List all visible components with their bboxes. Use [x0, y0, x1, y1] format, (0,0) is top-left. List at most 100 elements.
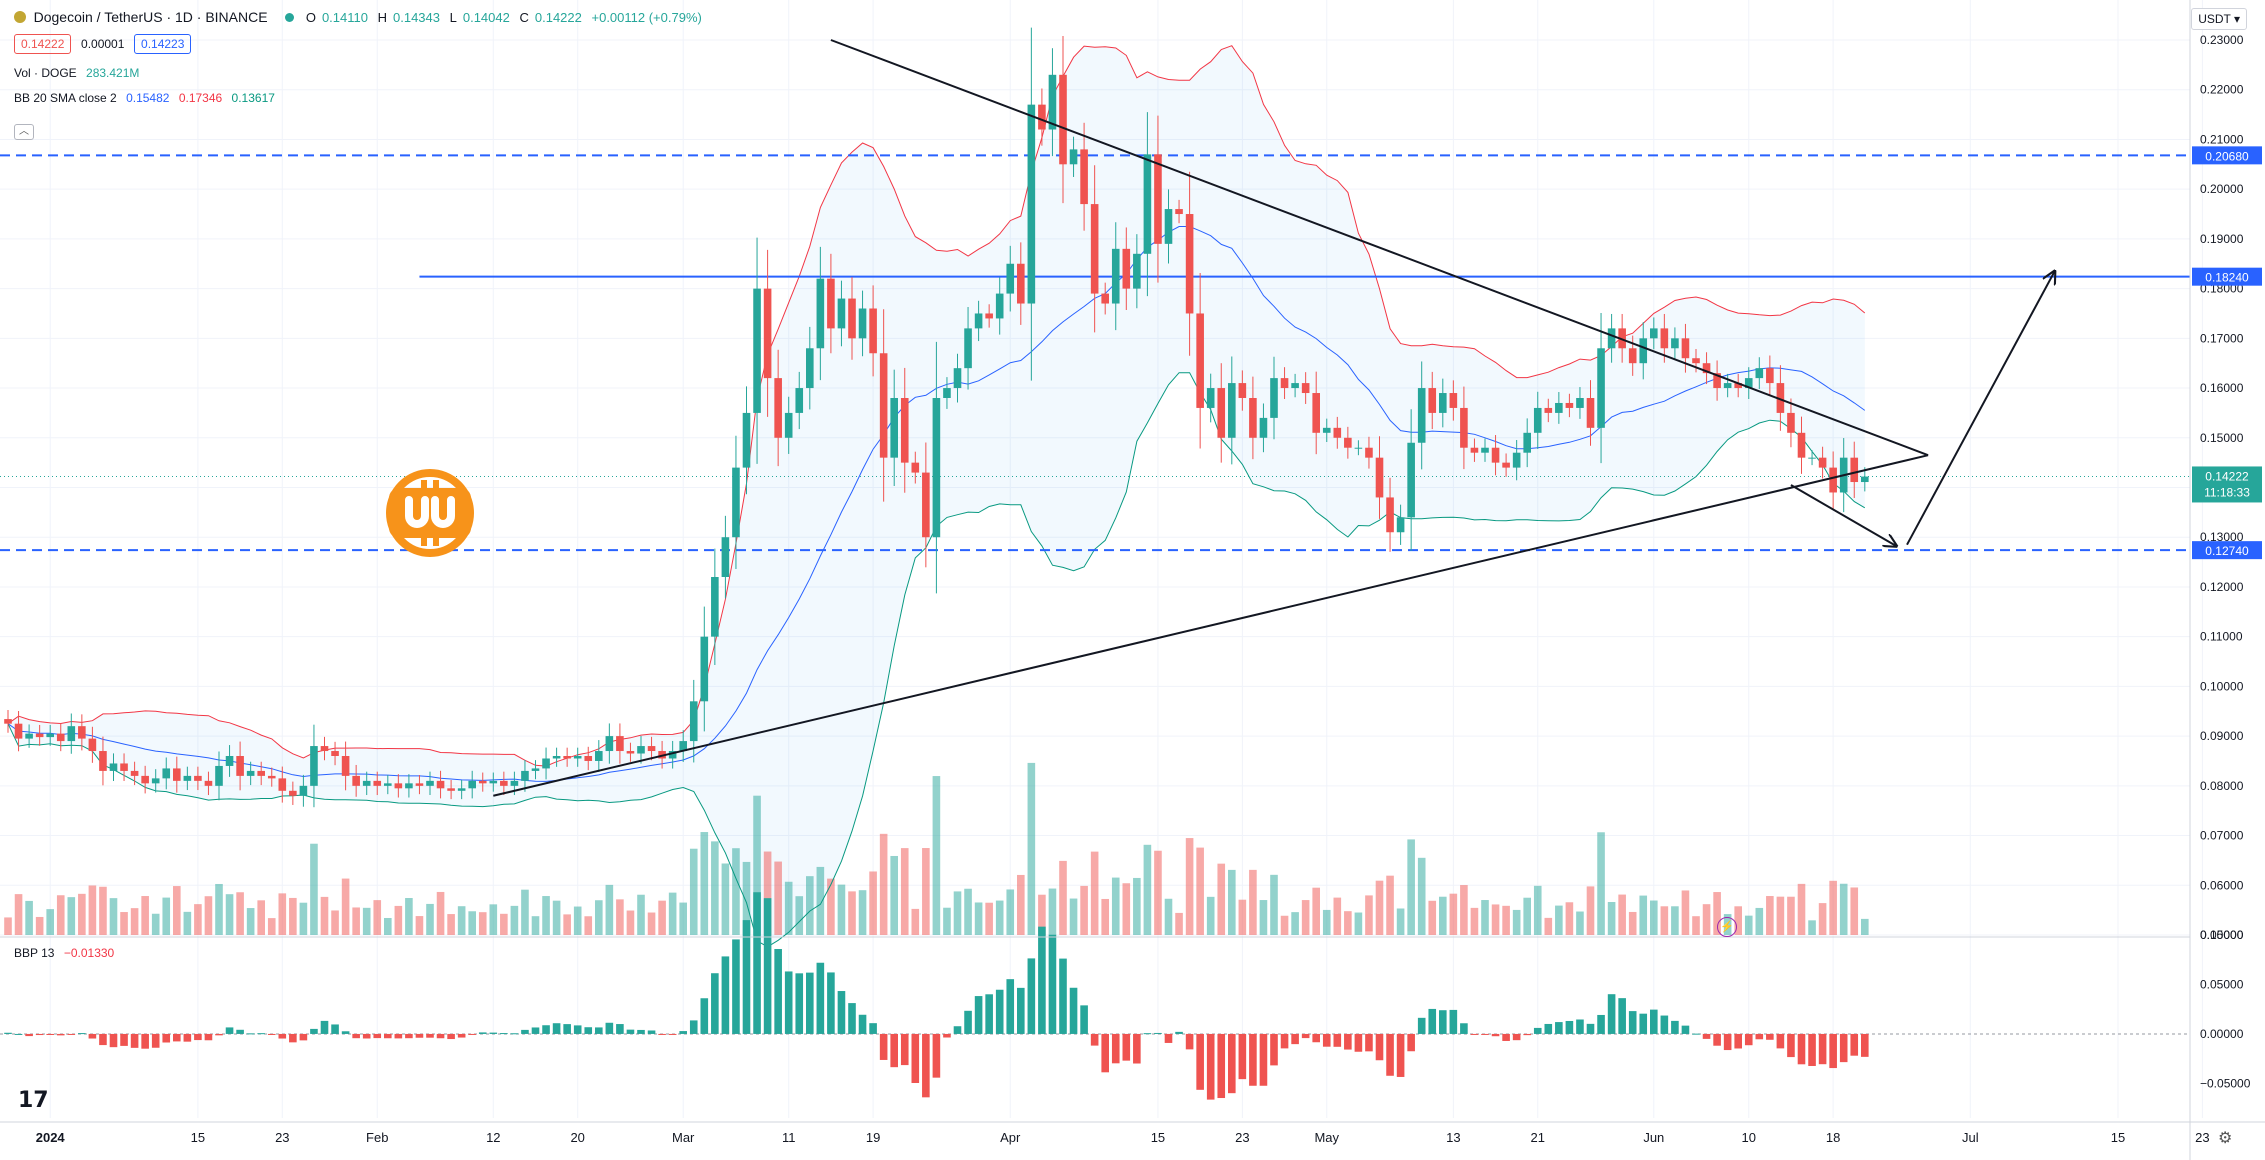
symbol-title[interactable]: Dogecoin / TetherUS · 1D · BINANCE [33, 9, 268, 25]
bbp-bar [162, 1033, 171, 1043]
lightning-icon[interactable]: ⚡ [1717, 917, 1737, 937]
bbp-bar [1439, 1010, 1447, 1034]
bbp-bar [879, 1033, 888, 1060]
candle-body [795, 388, 804, 413]
bbp-bar [246, 1033, 255, 1035]
volume-bar [1481, 900, 1489, 935]
bbp-bar [1850, 1033, 1859, 1056]
volume-bar [320, 896, 329, 935]
legend-collapse[interactable]: ︿ [14, 122, 40, 140]
volume-bar [468, 911, 476, 935]
candle-body [67, 726, 76, 742]
bbp-bar [1818, 1033, 1827, 1065]
candle-body [932, 398, 941, 538]
volume-bar [225, 894, 234, 935]
bb-legend[interactable]: BB 20 SMA close 2 0.15482 0.17346 0.1361… [14, 91, 281, 105]
volume-bar [1650, 900, 1658, 935]
candle-body [1354, 447, 1363, 449]
bbp-bar [478, 1032, 487, 1034]
bbp-bar [1354, 1033, 1363, 1052]
candle-body [1660, 328, 1669, 349]
candle-body [1312, 393, 1320, 433]
chevron-up-icon[interactable]: ︿ [14, 124, 34, 140]
bbp-bar [278, 1033, 287, 1039]
x-tick-label: 12 [486, 1130, 500, 1145]
volume-bar [341, 878, 350, 935]
bbp-bar [573, 1025, 582, 1034]
volume-bar [246, 908, 255, 935]
candle-body [1449, 393, 1458, 408]
volume-bar [1059, 860, 1067, 935]
y-tick-label: 0.12000 [2200, 580, 2244, 594]
volume-bar [1175, 912, 1183, 935]
volume-bar [1692, 916, 1700, 935]
candle-body [953, 368, 962, 389]
bb-upper-value: 0.17346 [178, 91, 223, 105]
bbp-bar [531, 1027, 540, 1034]
volume-legend[interactable]: Vol · DOGE 283.421M [14, 66, 145, 80]
bbp-bar [436, 1033, 445, 1039]
tradingview-logo-icon[interactable]: 17 [18, 1088, 49, 1113]
y-tick-label: 0.09000 [2200, 729, 2244, 743]
volume-bar [1417, 857, 1426, 935]
currency-selector[interactable]: USDT ▾ [2191, 8, 2247, 30]
volume-bar [236, 892, 244, 935]
volume-bar [183, 911, 192, 935]
x-tick-label: 13 [1446, 1130, 1460, 1145]
bbp-legend[interactable]: BBP 13 −0.01330 [14, 946, 120, 960]
bbp-bar [1006, 979, 1015, 1034]
candle-body [1249, 398, 1257, 438]
candle-body [1185, 214, 1194, 314]
volume-bar [1396, 908, 1405, 935]
x-tick-label: 15 [1151, 1130, 1165, 1145]
bbp-bar [1460, 1023, 1468, 1034]
gear-icon[interactable]: ⚙ [2218, 1130, 2233, 1147]
order-buttons: 0.14222 0.00001 0.14223 [14, 34, 197, 54]
candle-body [848, 298, 856, 339]
candle-body [1259, 417, 1268, 438]
bbp-bar [362, 1033, 371, 1039]
bbp-bar [426, 1033, 434, 1038]
sell-button[interactable]: 0.14222 [14, 34, 72, 54]
volume-bar [457, 906, 466, 935]
bbp-bar [1586, 1023, 1595, 1034]
bbp-bar [1681, 1025, 1690, 1034]
volume-bar [88, 885, 97, 935]
candle-body [1322, 427, 1331, 433]
candle-body [1460, 407, 1468, 448]
bbp-bar [151, 1033, 160, 1048]
last-price-tag [2192, 466, 2262, 503]
bbp-bar [67, 1033, 76, 1035]
buy-button[interactable]: 0.14223 [134, 34, 192, 54]
candle-body [1344, 437, 1352, 448]
volume-value: 283.421M [86, 66, 140, 80]
x-tick-label: 10 [1742, 1130, 1756, 1145]
axis-labels: 0.20680 0.18240 0.12740 0.14222 11:18:33 [2192, 146, 2262, 560]
volume-bar [1512, 909, 1521, 935]
candle-body [352, 775, 360, 786]
candle-body [900, 398, 909, 463]
candle-body [362, 780, 371, 786]
bbp-bar [415, 1033, 424, 1038]
candle-body [120, 763, 128, 771]
volume-bar [784, 881, 793, 935]
candle-body [130, 770, 139, 776]
volume-bar [1312, 887, 1320, 935]
bbp-bar [1017, 987, 1025, 1034]
volume-bar [1291, 912, 1299, 935]
x-tick-label: 21 [1531, 1130, 1545, 1145]
y-tick-label: 0.23000 [2200, 33, 2244, 47]
volume-bar [806, 876, 814, 935]
bbp-bar [1470, 1033, 1479, 1035]
volume-bar [1818, 903, 1827, 935]
bbp-bar [1365, 1033, 1373, 1052]
volume-bar [373, 900, 382, 935]
bbp-bar [1787, 1033, 1795, 1058]
volume-bar [1101, 898, 1109, 935]
volume-bar [1628, 911, 1637, 935]
candle-body [1502, 462, 1510, 468]
candle-body [689, 701, 698, 742]
bbp-bar [911, 1033, 920, 1083]
bbp-bar [605, 1022, 614, 1034]
